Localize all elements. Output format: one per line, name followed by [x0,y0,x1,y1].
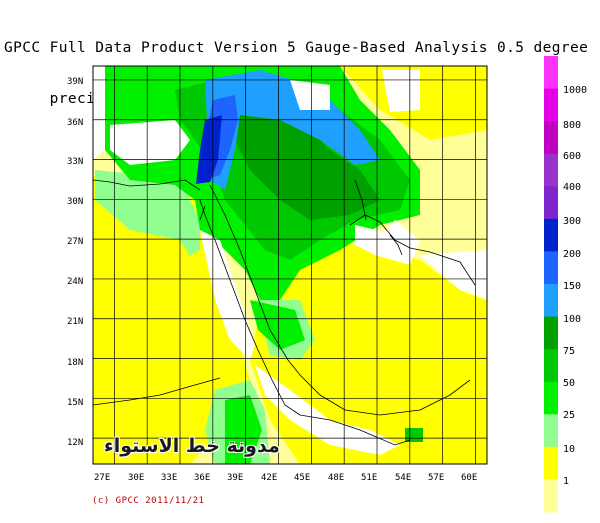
lat-label: 30N [67,197,83,207]
colorbar [544,56,558,513]
colorbar-label: 75 [563,346,575,357]
lat-label: 36N [67,118,83,128]
lon-label: 57E [428,473,444,483]
lon-label: 30E [128,473,144,483]
lon-label: 60E [461,473,477,483]
colorbar-label: 150 [563,281,581,292]
lat-label: 33N [67,157,83,167]
lon-label: 51E [361,473,377,483]
lon-label: 42E [261,473,277,483]
colorbar-swatch [544,218,558,252]
precipitation-field [93,66,487,464]
lon-label: 27E [94,473,110,483]
colorbar-swatch [544,153,558,187]
colorbar-label: 300 [563,216,581,227]
colorbar-swatch [544,446,558,480]
lat-label: 12N [67,438,83,448]
colorbar-swatch [544,251,558,285]
lon-label: 45E [294,473,310,483]
colorbar-swatch [544,121,558,155]
map-border [92,65,488,465]
longitude-labels: 27E 30E 33E 36E 39E 42E 45E 48E 51E 54E … [94,473,477,483]
colorbar-swatch [544,479,558,513]
colorbar-label: 50 [563,378,575,389]
colorbar-label: 100 [563,314,581,325]
watermark-text: مدونة خط الاستواء [104,435,280,457]
colorbar-swatch [544,284,558,318]
colorbar-label: 400 [563,182,581,193]
latitude-labels: 39N 36N 33N 30N 27N 24N 21N 18N 15N 12N [67,77,83,448]
colorbar-swatch [544,186,558,220]
map-title-line-1: GPCC Full Data Product Version 5 Gauge-B… [4,40,589,56]
colorbar-swatch [544,56,558,90]
colorbar-label: 10 [563,444,575,455]
colorbar-label: 1 [563,476,569,487]
colorbar-swatch [544,88,558,122]
colorbar-label: 800 [563,120,581,131]
lat-label: 15N [67,398,83,408]
coastline [93,179,476,446]
lat-label: 21N [67,317,83,327]
colorbar-label: 1000 [563,85,587,96]
colorbar-label: 600 [563,151,581,162]
colorbar-swatch [544,316,558,350]
colorbar-swatch [544,349,558,383]
colorbar-swatch [544,414,558,448]
lon-label: 48E [328,473,344,483]
lon-label: 39E [227,473,243,483]
map-grid [93,66,487,464]
colorbar-swatch [544,381,558,415]
lon-label: 36E [194,473,210,483]
lon-label: 54E [395,473,411,483]
colorbar-label: 200 [563,249,581,260]
colorbar-label: 25 [563,410,575,421]
colorbar-labels: 1000 800 600 400 300 200 150 100 75 50 2… [563,85,587,487]
copyright-text: (c) GPCC 2011/11/21 [92,496,205,506]
lat-label: 18N [67,358,83,368]
lat-label: 27N [67,237,83,247]
lon-label: 33E [161,473,177,483]
lat-label: 39N [67,77,83,87]
lat-label: 24N [67,277,83,287]
